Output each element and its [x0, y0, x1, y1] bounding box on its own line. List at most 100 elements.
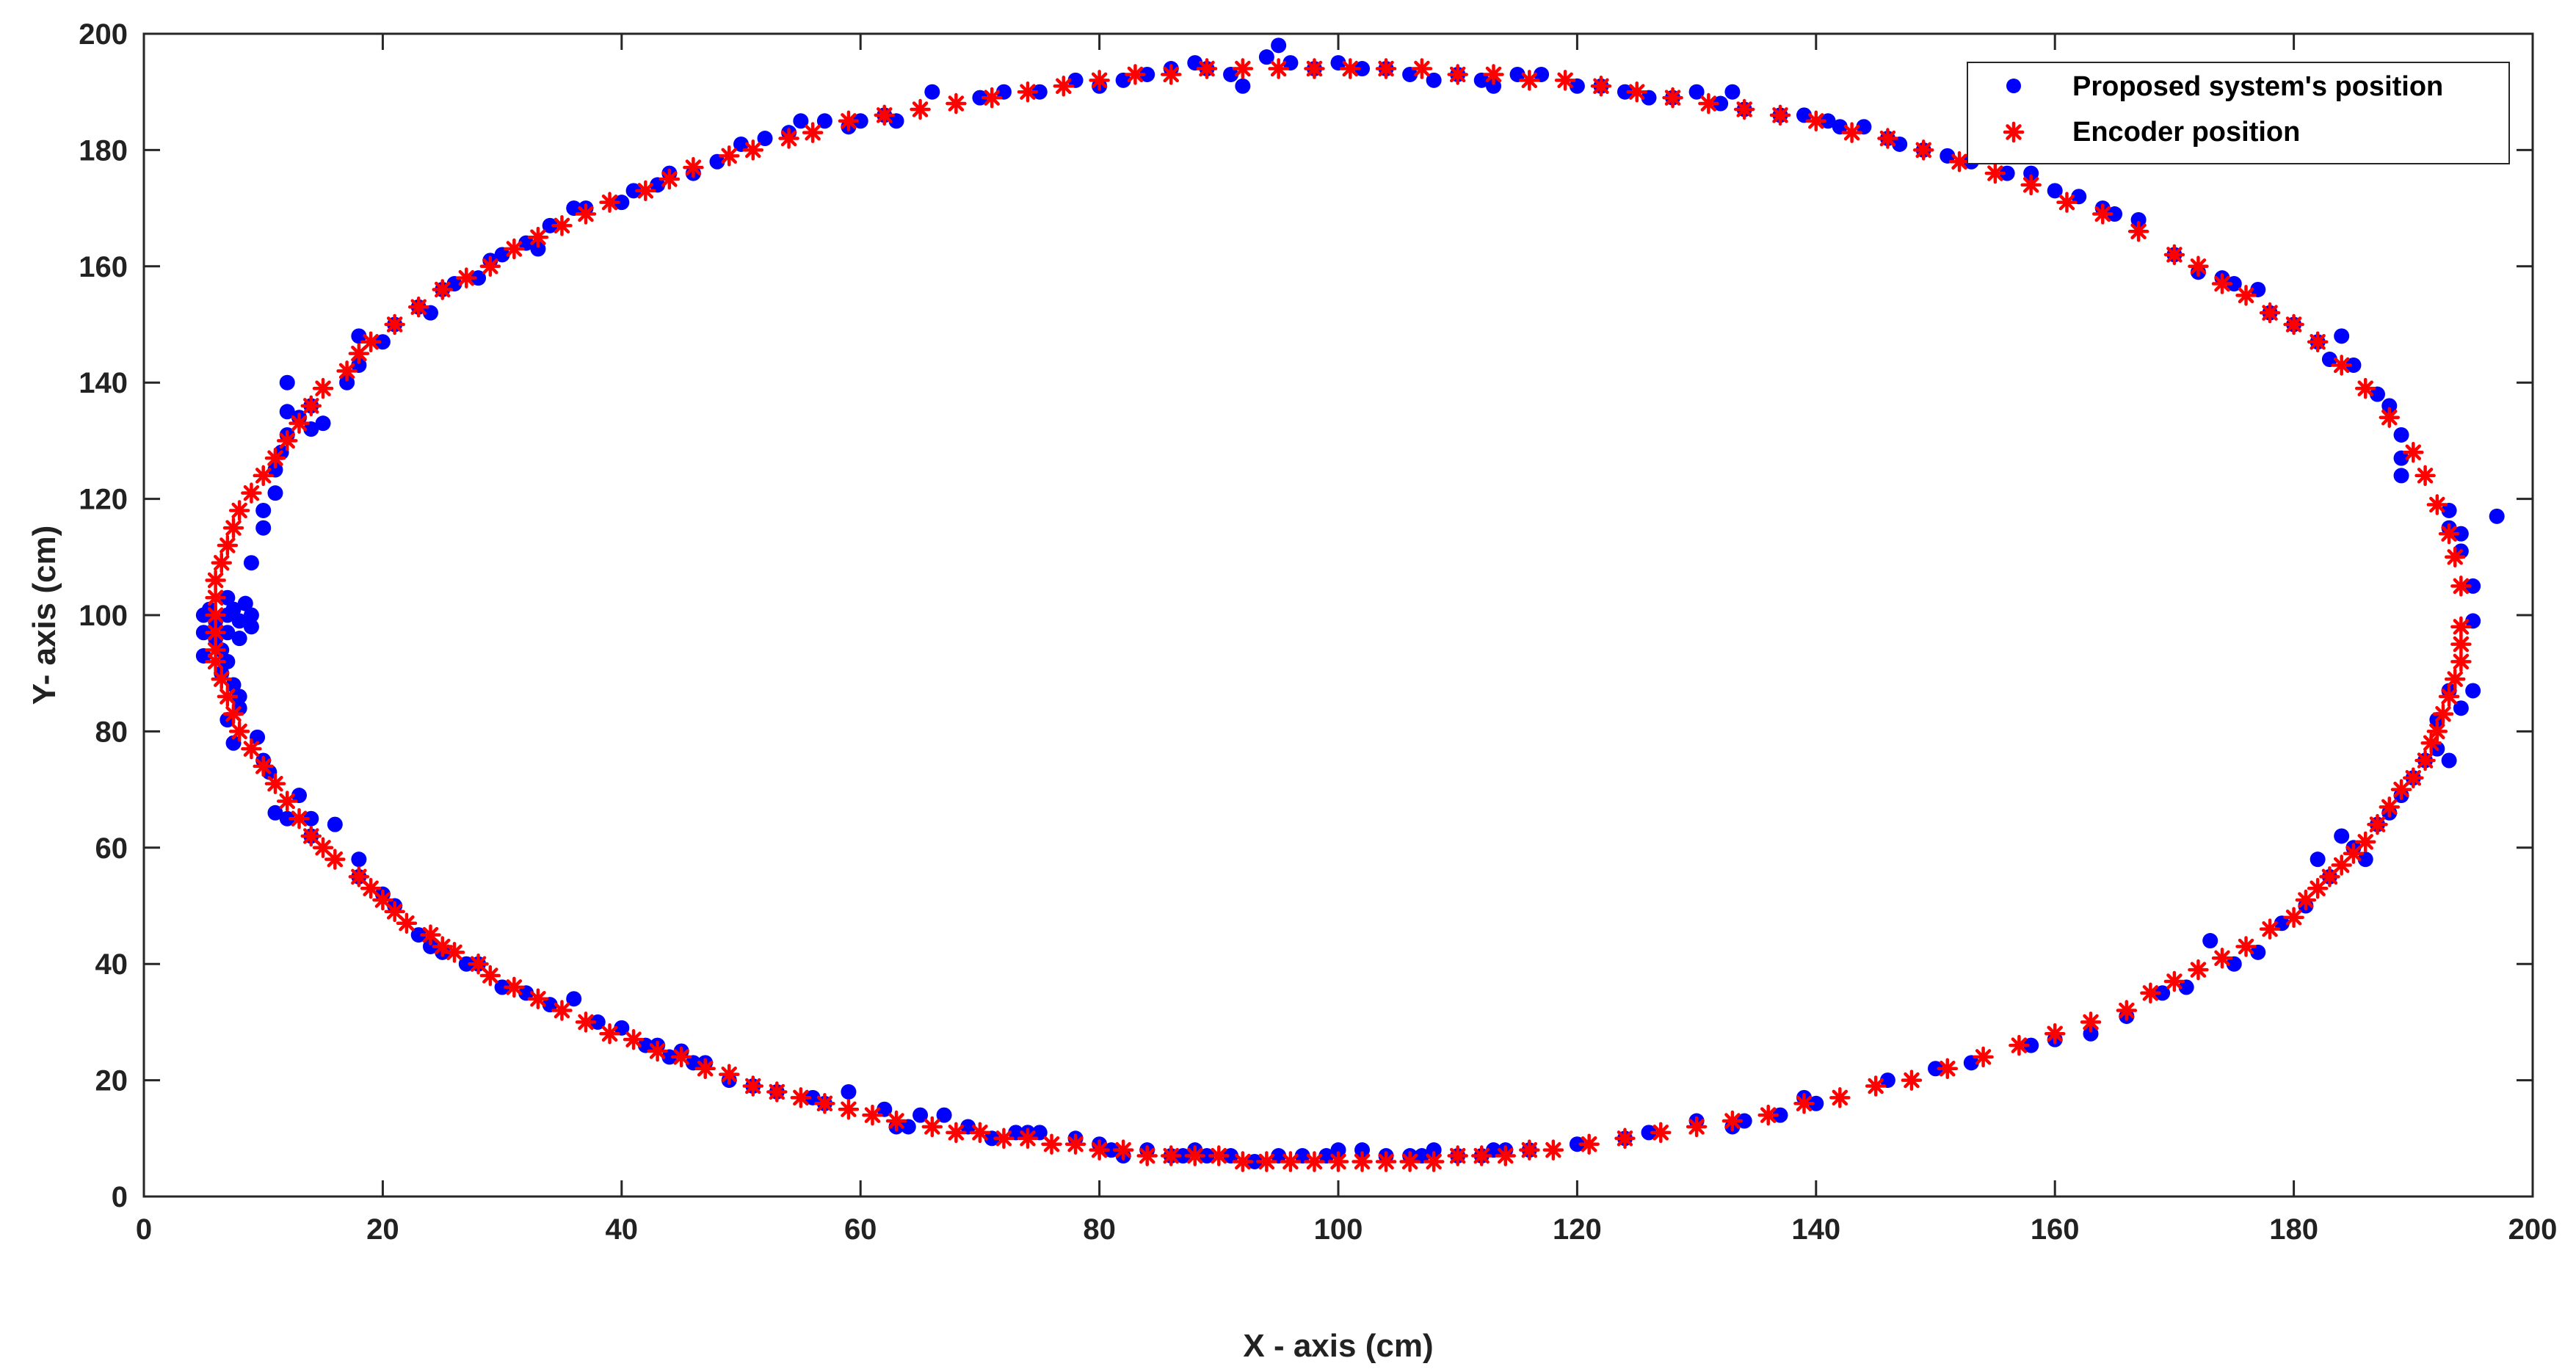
data-point-encoder: [1447, 1145, 1468, 1166]
data-point-encoder: [1041, 1133, 1062, 1155]
data-point-encoder: [241, 738, 262, 760]
x-axis-title: X - axis (cm): [1243, 1328, 1433, 1364]
data-point-encoder: [1352, 1151, 1373, 1172]
data-point-proposed: [351, 851, 367, 868]
data-point-encoder: [211, 552, 233, 573]
data-point-proposed: [1282, 55, 1299, 71]
data-point-encoder: [384, 901, 405, 923]
data-point-proposed: [709, 153, 725, 170]
data-point-encoder: [384, 313, 405, 335]
data-point-proposed: [231, 631, 247, 647]
data-point-encoder: [1698, 92, 1719, 115]
data-point-encoder: [1340, 58, 1361, 79]
data-point-encoder: [1626, 81, 1647, 103]
data-point-proposed: [219, 589, 236, 606]
data-point-proposed: [841, 1083, 857, 1100]
data-point-encoder: [2438, 686, 2460, 708]
data-point-proposed: [374, 334, 391, 350]
y-tick-label: 100: [79, 600, 128, 632]
data-point-encoder: [348, 343, 370, 364]
data-point-proposed: [225, 735, 242, 751]
data-point-proposed: [1796, 107, 1813, 123]
data-point-encoder: [946, 1122, 967, 1144]
data-point-proposed: [1963, 1055, 1979, 1071]
data-point-encoder: [742, 139, 764, 161]
data-point-encoder: [2235, 285, 2257, 306]
data-point-proposed: [2393, 450, 2409, 466]
data-point-proposed: [2465, 683, 2481, 699]
data-point-proposed: [1641, 1125, 1657, 1141]
data-point-proposed: [255, 502, 272, 518]
data-point-proposed: [339, 374, 355, 391]
data-point-proposed: [1820, 113, 1836, 129]
data-point-encoder: [2211, 273, 2233, 294]
data-point-encoder: [766, 1081, 788, 1103]
data-point-encoder: [2450, 575, 2472, 597]
data-point-encoder: [479, 965, 501, 987]
data-point-encoder: [1304, 58, 1325, 79]
data-point-encoder: [432, 279, 453, 300]
data-point-encoder: [276, 791, 298, 812]
data-point-encoder: [718, 1064, 740, 1085]
data-point-proposed: [1617, 84, 1633, 100]
data-point-encoder: [2438, 523, 2460, 545]
data-point-proposed: [243, 607, 259, 623]
data-point-proposed: [237, 595, 253, 611]
data-point-encoder: [1865, 1075, 1887, 1097]
data-point-encoder: [2283, 313, 2304, 335]
data-point-encoder: [504, 238, 525, 260]
data-point-encoder: [2414, 749, 2436, 771]
data-point-encoder: [222, 517, 244, 539]
data-point-encoder: [289, 413, 310, 434]
data-point-encoder: [718, 145, 740, 167]
series-encoder: [205, 58, 2472, 1172]
data-point-encoder: [969, 1122, 991, 1144]
data-point-proposed: [1294, 1148, 1310, 1164]
data-point-encoder: [1901, 1070, 1923, 1091]
data-point-encoder: [205, 622, 226, 644]
data-point-encoder: [1411, 58, 1433, 79]
data-point-encoder: [2331, 854, 2352, 876]
data-point-encoder: [2450, 633, 2472, 655]
data-point-encoder: [2367, 813, 2388, 835]
data-point-encoder: [1937, 1058, 1959, 1080]
data-point-proposed: [972, 90, 988, 106]
data-point-proposed: [351, 357, 367, 373]
data-point-encoder: [241, 482, 262, 504]
data-point-proposed: [1223, 66, 1239, 82]
data-point-proposed: [566, 991, 582, 1007]
data-point-proposed: [1175, 1148, 1191, 1164]
data-point-encoder: [635, 180, 656, 202]
data-point-proposed: [2310, 851, 2326, 868]
data-point-encoder: [1590, 76, 1612, 97]
data-point-proposed: [410, 927, 427, 943]
data-point-proposed: [1426, 72, 1442, 88]
data-point-encoder: [551, 1000, 573, 1021]
data-point-proposed: [995, 84, 1012, 100]
data-point-proposed: [1772, 1107, 1788, 1123]
data-point-proposed: [2465, 613, 2481, 629]
data-point-encoder: [2450, 616, 2472, 638]
data-point-encoder: [683, 156, 704, 178]
data-point-encoder: [599, 192, 620, 213]
data-point-encoder: [2403, 767, 2424, 789]
y-tick-label: 20: [95, 1065, 128, 1097]
data-point-proposed: [303, 421, 319, 437]
data-point-encoder: [1662, 87, 1683, 109]
data-point-proposed: [1534, 66, 1550, 82]
data-point-encoder: [2444, 668, 2466, 690]
data-point-encoder: [790, 1087, 812, 1108]
data-point-proposed: [225, 601, 242, 617]
data-point-encoder: [2188, 959, 2209, 981]
y-tick-label: 120: [79, 484, 128, 516]
data-point-proposed: [1569, 1136, 1585, 1152]
legend-label-proposed: Proposed system's position: [2072, 71, 2443, 102]
data-point-encoder: [336, 360, 358, 382]
data-point-encoder: [1447, 64, 1468, 85]
data-point-proposed: [530, 241, 546, 257]
data-point-encoder: [2319, 866, 2340, 887]
data-point-proposed: [566, 200, 582, 217]
data-point-proposed: [2369, 386, 2385, 402]
data-point-encoder: [2379, 407, 2401, 428]
